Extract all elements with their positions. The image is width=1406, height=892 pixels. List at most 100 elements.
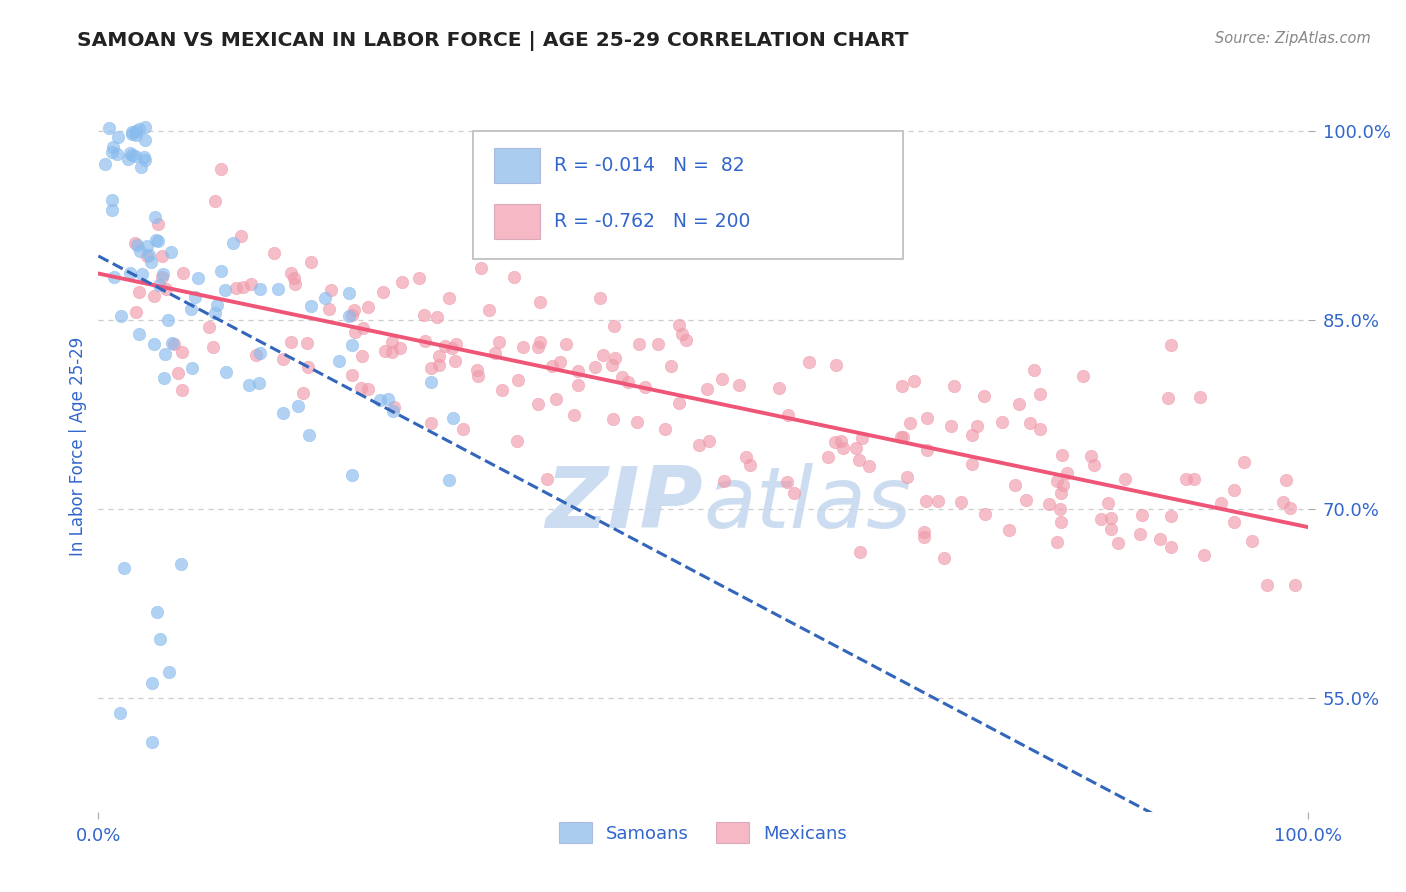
Point xyxy=(697,434,720,448)
Point xyxy=(439,291,461,305)
Point xyxy=(148,234,170,248)
Point xyxy=(128,327,150,342)
Point xyxy=(896,470,918,484)
Point xyxy=(420,361,443,376)
Point xyxy=(634,380,657,394)
Point xyxy=(127,237,149,252)
Point xyxy=(602,358,624,372)
Point xyxy=(108,706,131,721)
Point xyxy=(592,348,614,362)
Point xyxy=(141,735,163,749)
Point xyxy=(711,372,734,386)
Point xyxy=(214,283,236,297)
Point xyxy=(998,523,1021,537)
Text: Source: ZipAtlas.com: Source: ZipAtlas.com xyxy=(1215,31,1371,46)
Point xyxy=(125,305,148,319)
Point xyxy=(960,458,983,472)
Point xyxy=(562,408,585,422)
Bar xyxy=(494,148,540,184)
Point xyxy=(337,286,360,301)
Point xyxy=(125,124,148,138)
Point xyxy=(1008,397,1031,411)
Point xyxy=(124,235,146,250)
Point xyxy=(382,403,405,417)
Point xyxy=(776,475,799,490)
Point xyxy=(567,378,589,392)
Point xyxy=(157,665,180,679)
Point xyxy=(120,266,142,280)
Point xyxy=(890,430,912,444)
Point xyxy=(1160,540,1182,554)
Point xyxy=(391,275,413,289)
Point xyxy=(465,363,488,377)
Point xyxy=(1160,508,1182,523)
Point xyxy=(121,127,143,141)
Point xyxy=(129,244,152,258)
Point xyxy=(903,374,925,388)
Point xyxy=(562,244,585,258)
Point xyxy=(603,351,626,365)
Point xyxy=(440,341,463,355)
Point xyxy=(314,291,336,305)
Point xyxy=(1209,496,1232,510)
Point xyxy=(225,281,247,295)
Point xyxy=(342,338,364,352)
Point xyxy=(1107,536,1129,550)
Point xyxy=(249,346,271,360)
Point xyxy=(291,386,314,401)
Legend: Samoans, Mexicans: Samoans, Mexicans xyxy=(553,815,853,850)
Point xyxy=(232,280,254,294)
Point xyxy=(966,419,988,434)
Point xyxy=(1050,448,1073,462)
Point xyxy=(135,249,157,263)
Point xyxy=(388,342,411,356)
Point xyxy=(832,442,855,456)
Point xyxy=(146,217,169,231)
Point xyxy=(1052,478,1074,492)
Point xyxy=(381,334,404,349)
Point xyxy=(488,334,510,349)
Point xyxy=(1222,515,1244,529)
Point xyxy=(654,422,676,436)
Point xyxy=(141,675,163,690)
Point xyxy=(1045,474,1067,488)
Point xyxy=(170,345,193,359)
Point xyxy=(134,120,156,134)
Point xyxy=(134,153,156,167)
Point xyxy=(172,266,194,280)
Text: R = -0.762   N = 200: R = -0.762 N = 200 xyxy=(554,212,751,231)
Point xyxy=(150,250,173,264)
Point xyxy=(932,551,955,566)
Point xyxy=(319,283,342,297)
Point xyxy=(441,410,464,425)
Point xyxy=(548,355,571,369)
Point xyxy=(1284,578,1306,592)
Point xyxy=(134,133,156,147)
Point xyxy=(238,377,260,392)
Point xyxy=(973,389,995,403)
Point xyxy=(160,335,183,350)
Point xyxy=(1080,449,1102,463)
Point xyxy=(132,150,155,164)
Point xyxy=(527,340,550,354)
Point xyxy=(149,632,172,646)
Point xyxy=(1049,485,1071,500)
Point xyxy=(626,415,648,429)
Point xyxy=(105,146,128,161)
Point xyxy=(125,128,148,142)
Point xyxy=(1004,477,1026,491)
Point xyxy=(512,340,534,354)
Point xyxy=(848,453,870,467)
Point xyxy=(817,450,839,465)
Point xyxy=(915,442,938,457)
Point xyxy=(845,441,868,455)
Point xyxy=(141,255,163,269)
Point xyxy=(1222,483,1244,497)
Point xyxy=(249,283,271,297)
Point xyxy=(991,416,1014,430)
Point xyxy=(546,392,568,406)
Point xyxy=(357,382,380,396)
Point xyxy=(915,411,938,425)
Point xyxy=(143,211,166,225)
Point xyxy=(1073,368,1095,383)
